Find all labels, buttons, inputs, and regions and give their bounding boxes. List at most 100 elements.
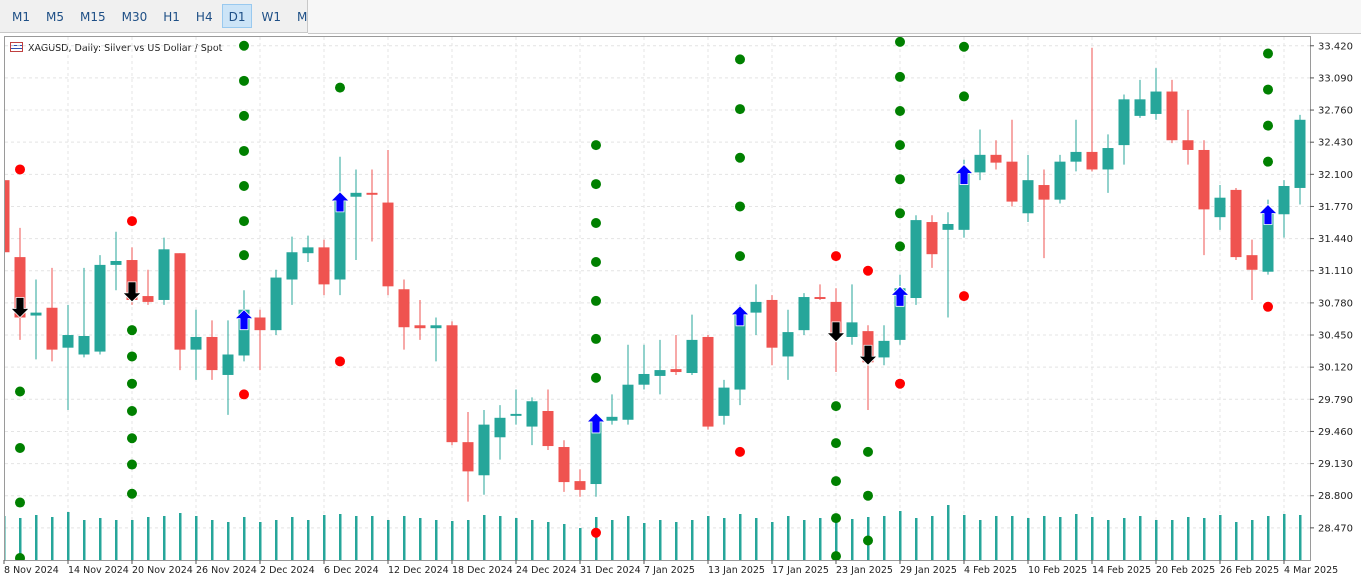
signal-dot [863, 446, 873, 457]
signal-dot [239, 216, 249, 227]
volume-bar [435, 520, 438, 560]
candle-body [606, 416, 618, 421]
signal-dot [831, 513, 841, 524]
candle-body [510, 413, 522, 416]
volume-bar [723, 518, 726, 560]
x-tick-label: 31 Dec 2024 [580, 565, 641, 576]
volume-bar [755, 518, 758, 560]
volume-bar [275, 520, 278, 560]
candle-body [1134, 99, 1146, 116]
y-tick-label: 30.120 [1318, 363, 1353, 374]
timeframe-button[interactable]: M5 [46, 10, 64, 24]
candle-body [846, 322, 858, 337]
candle-body [814, 297, 826, 299]
candle-body [750, 301, 762, 313]
volume-bar [1187, 517, 1190, 560]
x-tick-label: 4 Mar 2025 [1284, 565, 1338, 576]
signal-dot [1263, 120, 1273, 131]
candle-body [350, 192, 362, 197]
signal-arrow [954, 164, 974, 185]
signal-dot [735, 152, 745, 163]
signal-dot [15, 497, 25, 508]
timeframe-button[interactable]: W1 [261, 10, 281, 24]
candle-body [1262, 211, 1274, 272]
timeframe-button[interactable]: M1 [12, 10, 30, 24]
volume-bar [1251, 520, 1254, 560]
volume-bar [627, 516, 630, 560]
candle-body [1198, 149, 1210, 210]
candle-body [542, 410, 554, 447]
candle-body [590, 421, 602, 485]
y-tick-label: 31.110 [1318, 266, 1353, 277]
volume-bar [691, 520, 694, 560]
x-tick-label: 20 Feb 2025 [1156, 565, 1215, 576]
timeframe-button[interactable]: H1 [163, 10, 180, 24]
candle-body [430, 325, 442, 329]
signal-dot [15, 386, 25, 397]
volume-bar [1123, 518, 1126, 560]
volume-bar [323, 515, 326, 560]
candle-body [1070, 151, 1082, 162]
axes: 33.420 33.090 32.760 32.430 32.100 31.770 31.4… [3, 41, 1353, 576]
volume-bar [83, 520, 86, 560]
volume-bar [947, 505, 950, 560]
volume-bar [5, 516, 6, 560]
candle-body [926, 222, 938, 255]
y-tick-label: 28.470 [1318, 523, 1353, 534]
signal-dot [127, 433, 137, 444]
signal-arrow [10, 297, 30, 319]
volume-bar [307, 520, 310, 560]
signal-dot [239, 75, 249, 86]
volume-bar [803, 520, 806, 560]
signal-dot [591, 256, 601, 267]
volume-bar [1011, 516, 1014, 560]
signal-dot [959, 41, 969, 52]
signal-dot [895, 208, 905, 219]
signal-dot [1263, 156, 1273, 167]
signal-dot [959, 291, 969, 302]
timeframe-button[interactable]: M30 [121, 10, 148, 24]
candle-body [126, 260, 138, 300]
volume-bar [1091, 517, 1094, 560]
volume-bar [707, 516, 710, 560]
volume-bar [1235, 522, 1238, 560]
timeframe-button[interactable]: H4 [195, 10, 213, 24]
signal-dot [895, 106, 905, 117]
signal-arrow [1258, 203, 1278, 225]
signal-dot [127, 378, 137, 389]
candle-body [1214, 197, 1226, 218]
signal-dot [895, 37, 905, 47]
timeframe-button[interactable]: D1 [221, 4, 253, 28]
volume-bar [819, 518, 822, 560]
volume-bar [211, 520, 214, 560]
volume-bar [147, 517, 150, 560]
volume-bar [355, 516, 358, 560]
volume-bar [131, 520, 134, 560]
timeframe-button[interactable]: M15 [80, 10, 106, 24]
volume-bar [883, 516, 886, 560]
candle-body [222, 354, 234, 375]
volume-bar [675, 522, 678, 560]
signal-dot [959, 91, 969, 102]
signal-dot [591, 179, 601, 190]
volume-bar [595, 517, 598, 560]
candle-body [270, 277, 282, 331]
signal-dot [1263, 301, 1273, 312]
volume-bar [1075, 514, 1078, 560]
volume-bar [1155, 520, 1158, 560]
volume-bar [851, 519, 854, 560]
signal-dot [831, 476, 841, 487]
signal-dot [15, 164, 25, 175]
plot [5, 37, 1306, 560]
signal-arrow [858, 344, 878, 366]
volume-bar [1171, 520, 1174, 560]
candle-body [1038, 185, 1050, 200]
signal-dot [239, 250, 249, 261]
volume-bar [467, 520, 470, 560]
candle-body [414, 325, 426, 329]
candle-body [366, 192, 378, 195]
volume-bar [1283, 514, 1286, 560]
x-tick-label: 7 Jan 2025 [644, 565, 695, 576]
chart-title: XAGUSD, Daily: Silver vs US Dollar / Spo… [28, 43, 223, 54]
